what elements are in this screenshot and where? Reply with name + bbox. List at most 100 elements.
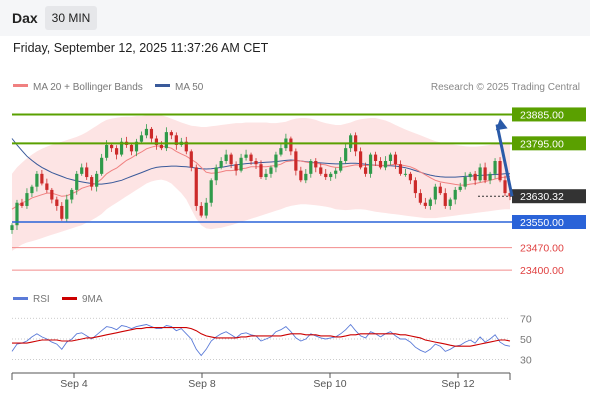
- candle-body: [368, 154, 373, 174]
- candle-body: [25, 193, 29, 206]
- candle-body: [244, 154, 248, 158]
- level-label-support: 23470.00: [520, 243, 564, 255]
- rsi-tick-label: 70: [520, 313, 532, 325]
- candle-body: [393, 154, 398, 165]
- candle-body: [488, 173, 492, 181]
- forecast-arrow: [495, 124, 514, 197]
- candle-body: [433, 186, 437, 200]
- candle-body: [90, 177, 94, 187]
- rsi-legend-label: RSI: [33, 294, 50, 305]
- ma50-legend-swatch: [155, 84, 170, 87]
- candle-body: [184, 141, 188, 152]
- candle-body: [204, 202, 208, 216]
- level-label-resistance: 23795.00: [520, 138, 564, 150]
- candle-body: [339, 161, 343, 171]
- candle-body: [463, 177, 467, 187]
- candle-body: [50, 189, 54, 200]
- candle-body: [139, 135, 144, 142]
- candle-body: [453, 189, 457, 200]
- rsi-tick-label: 50: [520, 334, 532, 346]
- candle-body: [309, 161, 313, 174]
- candle-body: [254, 161, 258, 165]
- x-tick-label: Sep 8: [188, 378, 216, 390]
- x-tick-label: Sep 4: [60, 378, 88, 390]
- candle-body: [119, 141, 124, 155]
- candle-body: [508, 193, 512, 197]
- candle-body: [398, 164, 403, 174]
- datetime-label: Friday, September 12, 2025 11:37:26 AM C…: [13, 41, 269, 55]
- candle-body: [274, 154, 278, 168]
- candle-body: [408, 173, 412, 181]
- candle-body: [458, 186, 462, 190]
- level-label-resistance: 23885.00: [520, 109, 564, 121]
- candle-body: [438, 186, 442, 194]
- rsi-ma-legend-swatch: [62, 297, 77, 300]
- candle-body: [483, 167, 487, 181]
- candle-body: [95, 173, 99, 187]
- candle-body: [60, 205, 64, 219]
- candle-body: [55, 199, 59, 206]
- candle-body: [199, 205, 203, 216]
- candle-body: [299, 170, 303, 181]
- candle-body: [383, 161, 388, 168]
- candle-body: [423, 202, 427, 206]
- candle-body: [174, 135, 178, 145]
- candle-body: [443, 193, 447, 206]
- candle-body: [478, 167, 482, 181]
- rsi-tick-label: 30: [520, 355, 532, 367]
- candle-body: [40, 173, 44, 184]
- instrument-title: Dax: [12, 10, 38, 26]
- candle-body: [334, 170, 338, 174]
- candle-body: [219, 161, 223, 168]
- level-tag-last: [512, 189, 586, 204]
- candle-body: [413, 180, 417, 194]
- x-tick-label: Sep 12: [441, 378, 474, 390]
- candle-body: [65, 199, 69, 219]
- candle-body: [30, 186, 34, 194]
- candle-body: [164, 132, 168, 149]
- candle-body: [105, 144, 109, 158]
- candle-body: [129, 144, 134, 152]
- candle-body: [259, 164, 263, 178]
- candle-body: [234, 164, 238, 171]
- candle-body: [110, 144, 114, 149]
- candle-body: [428, 199, 432, 206]
- candle-body: [403, 173, 408, 175]
- candle-body: [388, 154, 393, 161]
- candle-body: [249, 154, 253, 161]
- credit-label: Research © 2025 Trading Central: [431, 82, 580, 93]
- candle-body: [324, 173, 328, 178]
- x-tick-label: Sep 10: [313, 378, 346, 390]
- candle-body: [239, 157, 243, 171]
- timeframe-button[interactable]: 30 MIN: [45, 6, 97, 30]
- candle-body: [418, 193, 422, 203]
- candle-body: [473, 173, 477, 181]
- candle-body: [329, 173, 333, 178]
- candle-body: [169, 132, 173, 136]
- candle-body: [224, 154, 228, 161]
- level-label-pivot: 23550.00: [520, 217, 564, 229]
- candle-body: [20, 202, 24, 206]
- candle-body: [114, 148, 119, 155]
- candle-body: [10, 225, 14, 231]
- candle-body: [45, 183, 49, 190]
- level-tag-resistance: [512, 107, 586, 122]
- candle-body: [189, 151, 193, 168]
- candle-body: [359, 151, 363, 168]
- ma50-legend-label: MA 50: [175, 82, 204, 93]
- candle-body: [134, 141, 139, 152]
- candle-body: [373, 154, 378, 161]
- candle-body: [304, 173, 308, 181]
- candle-body: [493, 161, 497, 174]
- rsi-line: [11, 323, 511, 357]
- candle-body: [344, 148, 348, 161]
- level-label-last: 23630.32: [520, 191, 564, 203]
- candle-body: [209, 180, 213, 203]
- forecast-arrow-head: [495, 118, 508, 131]
- candle-body: [349, 135, 353, 149]
- candle-body: [85, 167, 89, 178]
- candle-body: [100, 157, 104, 174]
- candle-body: [294, 151, 298, 171]
- candle-body: [70, 189, 74, 200]
